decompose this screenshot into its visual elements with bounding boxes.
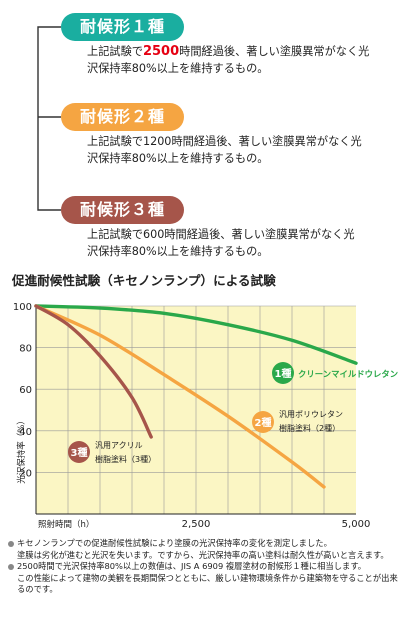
grade-2-description: 上記試験で1200時間経過後、著しい塗膜異常がなく光 沢保持率80%以上を維持す… [87,133,397,167]
y-tick-label: 60 [19,385,32,396]
grade-2-desc-line2: 沢保持率80%以上を維持するもの。 [87,152,269,165]
y-tick-label: 20 [19,468,32,479]
grade-tree-lines [37,26,61,211]
grade-1-badge [272,362,294,384]
grade-3-description: 上記試験で600時間経過後、著しい塗膜異常がなく光 沢保持率80%以上を維持する… [87,226,397,260]
series-2-name: 汎用ポリウレタン [279,410,343,419]
grade-2-badge [252,411,274,433]
grade-1-desc-pre: 上記試験で [87,45,143,58]
grade-2-pill: 耐候形２種 [61,103,184,131]
grade-2-desc-pre: 上記試験で [87,135,143,148]
note-line-3: 2500時間で光沢保持率80%以上の数値は、JIS A 6909 複層塗材の耐候… [17,561,367,572]
grade-3-desc-post: 時間経過後、著しい塗膜異常がなく光 [164,228,355,241]
bullet-icon [8,540,14,547]
axes: 100 80 60 40 20 2,500 5,000 照射時間（h） 光沢保持率（%） [13,302,370,530]
grade-2-desc-post: 時間経過後、著しい塗膜異常がなく光 [171,135,362,148]
x-tick-label: 2,500 [182,519,211,530]
series-2-sub: 樹脂塗料（2種） [279,423,340,433]
x-axis-label: 照射時間（h） [38,519,94,530]
note-line-5: るのです。 [17,584,58,595]
note-line-1: キセノンランプでの促進耐候性試験により塗膜の光沢保持率の変化を測定しました。 [17,538,332,548]
grade-3-pill: 耐候形３種 [61,196,184,224]
grade-1-badge-text: 1種 [275,367,292,380]
grade-2-hours: 1200 [142,135,172,148]
series-group [34,304,358,489]
note-line-4: この性能によって建物の美観を長期間保つとともに、厳しい建物環境条件から建築物を守… [17,572,398,583]
grade-1-desc-post: 時間経過後、著しい塗膜異常がなく光 [179,45,370,58]
grade-3-desc-line2: 沢保持率80%以上を維持するもの。 [87,245,269,258]
y-axis-label: 光沢保持率（%） [16,416,27,484]
grade-1-description: 上記試験で2500時間経過後、著しい塗膜異常がなく光 沢保持率80%以上を維持す… [87,43,397,77]
bullet-icon [8,563,14,570]
series-line-1 [34,304,358,365]
grade-1-hours: 2500 [142,44,180,59]
grade-3-badge [68,441,90,463]
series-line-3 [34,304,153,439]
series-1-name: クリーンマイルドウレタン [298,369,398,379]
grade-2-badge-text: 2種 [255,416,272,429]
notes: キセノンランプでの促進耐候性試験により塗膜の光沢保持率の変化を測定しました。 塗… [8,538,406,596]
chart-title: 促進耐候性試験（キセノンランプ）による試験 [12,273,276,288]
weathering-chart: 100 80 60 40 20 2,500 5,000 照射時間（h） 光沢保持率（%） 1種ク… [13,302,398,530]
grade-1-desc-line2: 沢保持率80%以上を維持するもの。 [87,62,269,75]
grade-1-pill: 耐候形１種 [61,13,184,41]
series-3-name: 汎用アクリル [95,441,143,450]
y-tick-label: 100 [13,302,32,313]
y-tick-label: 40 [19,427,32,438]
series-line-2 [34,304,326,489]
grade-3-badge-text: 3種 [71,446,88,459]
grade-3-desc-pre: 上記試験で [87,228,143,241]
grade-3-hours: 600 [142,228,165,241]
note-line-2: 塗膜は劣化が進むと光沢を失います。ですから、光沢保持率の高い塗料は耐久性が高いと… [17,549,389,560]
x-tick-label: 5,000 [342,519,371,530]
y-tick-label: 80 [19,344,32,355]
series-3-sub: 樹脂塗料（3種） [95,454,156,464]
